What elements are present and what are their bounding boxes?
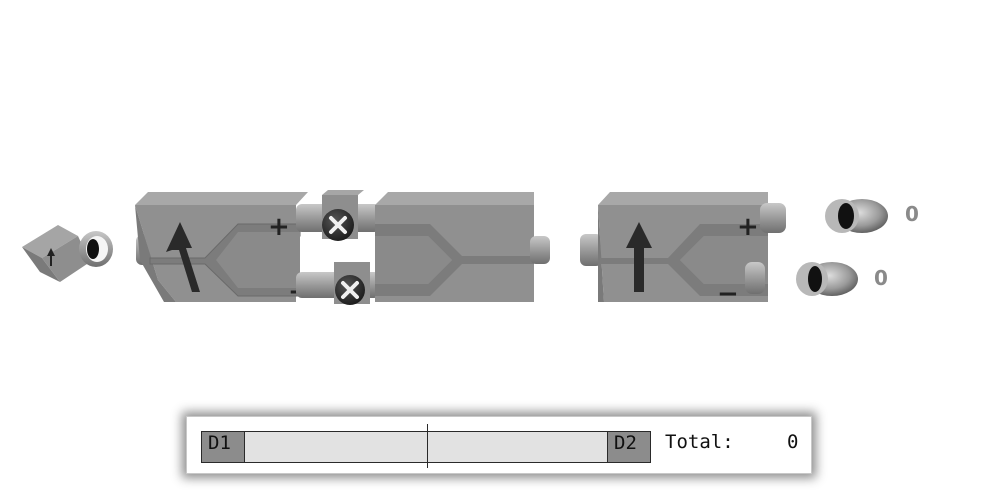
minus-output-port (745, 262, 765, 294)
up-arrow-icon (626, 222, 652, 292)
svg-text:−: − (717, 279, 739, 309)
detector-minus[interactable] (796, 262, 858, 296)
detector-plus-count: 0 (905, 202, 919, 226)
total-label: Total: (665, 431, 734, 453)
detector-minus-count: 0 (874, 266, 888, 290)
plus-output-port (760, 203, 786, 233)
particle-source[interactable] (22, 225, 113, 282)
analyzer-1[interactable]: + − (135, 192, 310, 307)
plus-port-label: + (737, 212, 759, 242)
svg-text:+: + (737, 212, 759, 242)
input-port (580, 234, 602, 266)
svg-text:+: + (268, 212, 290, 242)
connector-minus[interactable] (296, 262, 380, 305)
up-arrow-icon (166, 222, 200, 292)
stats-panel: D1 D2 Total: 0 (186, 416, 812, 474)
analyzer-2[interactable]: + − (580, 192, 786, 309)
bar-midline (427, 424, 428, 468)
close-icon[interactable] (322, 209, 354, 241)
connector-plus[interactable] (296, 190, 380, 241)
d2-label: D2 (607, 431, 651, 463)
combiner[interactable] (375, 192, 550, 302)
detector-plus[interactable] (825, 199, 888, 233)
total-value: 0 (787, 431, 799, 453)
plus-port-label: + (268, 212, 290, 242)
d1-label: D1 (201, 431, 245, 463)
minus-port-label: − (717, 279, 739, 309)
up-arrow-icon (47, 248, 55, 266)
distribution-bar: D1 D2 (201, 424, 651, 468)
apparatus-scene: + − (22, 190, 888, 309)
close-icon[interactable] (335, 275, 365, 305)
output-port (530, 236, 550, 264)
